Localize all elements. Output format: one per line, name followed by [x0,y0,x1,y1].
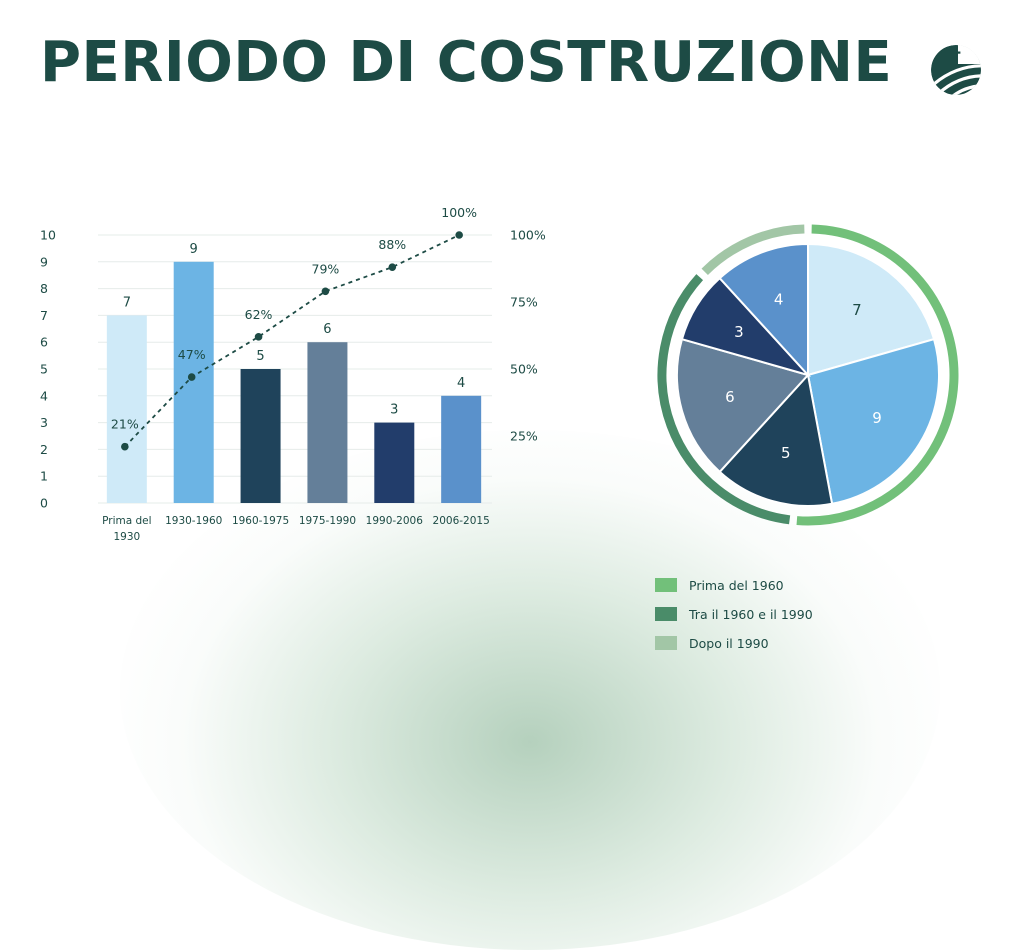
bar [307,342,348,503]
pie-label: 9 [872,409,882,427]
y-tick-label: 1 [40,469,48,484]
cumulative-labels: 21% 47% 62% 79% 88% 100% [111,205,477,432]
y-tick-label: 9 [40,254,48,269]
bar-value-label: 5 [256,349,264,364]
bar-value-label: 3 [390,403,398,418]
legend-swatch [655,636,677,650]
pie-label: 5 [781,444,791,462]
pie-slice [718,242,809,378]
right-axis-ticks: 25% 50% 75% 100% [510,228,546,444]
cumulative-label: 79% [312,261,340,276]
outer-ring-segment [657,274,791,525]
cumulative-label: 21% [111,417,139,432]
y2-tick-label: 75% [510,295,538,310]
bar [374,422,415,503]
pie-slice [676,337,810,474]
legend-label: Prima del 1960 [689,577,784,593]
bar-value-label: 4 [457,376,465,391]
bar [173,261,214,503]
bar [240,369,281,503]
legend-item: Dopo il 1990 [655,633,813,653]
pie-chart: 7 9 5 6 3 4 [657,224,959,526]
category-label: 1930 [113,531,140,543]
legend-label: Tra il 1960 e il 1990 [689,606,813,622]
y-tick-label: 3 [40,415,48,430]
category-label: 1960-1975 [232,515,289,527]
legend-swatch [655,607,677,621]
y-tick-label: 2 [40,442,48,457]
bar [441,395,482,503]
cumulative-point [388,263,397,271]
cumulative-line [121,231,463,451]
category-label: 1975-1990 [299,515,356,527]
pie-slice [807,242,936,377]
cumulative-label: 100% [441,205,477,220]
cumulative-point [455,231,463,239]
y-tick-label: 6 [40,335,48,350]
bar-value-label: 6 [323,322,331,337]
pie-label: 6 [725,388,735,406]
grid-lines [98,234,492,504]
bar-value-labels: 7 9 5 6 3 4 [123,242,466,418]
cumulative-point [121,442,129,451]
y2-tick-label: 25% [510,429,538,444]
y-tick-label: 4 [40,388,48,403]
pie-slices [676,242,940,507]
cumulative-label: 47% [178,347,206,362]
y-tick-label: 8 [40,281,48,296]
outer-ring [657,224,959,526]
cumulative-point [187,373,196,381]
y-tick-label: 5 [40,362,48,377]
legend-item: Prima del 1960 [655,575,813,595]
cross-hills-logo-icon [928,44,984,96]
cumulative-label: 88% [378,237,406,252]
cumulative-line-path [124,234,460,448]
bars [106,261,482,503]
y-tick-label: 7 [40,308,48,323]
pie-labels: 7 9 5 6 3 4 [725,290,882,462]
category-labels: Prima del 1930 1930-1960 1960-1975 1975-1990… [102,515,490,543]
legend-label: Dopo il 1990 [689,635,769,651]
y2-tick-label: 50% [510,362,538,377]
bar-value-label: 9 [190,242,198,257]
category-label: 1930-1960 [165,515,222,527]
category-label: Prima del [102,515,151,527]
bar-value-label: 7 [123,295,131,310]
category-label: 1990-2006 [366,515,424,527]
outer-ring-segment [701,224,805,275]
pie-label: 7 [852,301,862,319]
bar-line-chart: 0 1 2 3 4 5 6 7 8 9 10 25% 50% 75% 100% 7 9 5 6 3 4 Prima … [40,205,546,543]
page-title: PERIODO DI COSTRUZIONE [40,30,893,95]
cumulative-point [254,333,263,341]
y-tick-label: 10 [40,228,56,243]
y-tick-label: 0 [40,496,48,511]
cumulative-point [321,287,330,296]
cumulative-label: 62% [245,307,273,322]
legend-item: Tra il 1960 e il 1990 [655,604,813,624]
outer-ring-segment [796,224,959,526]
left-axis-ticks: 0 1 2 3 4 5 6 7 8 9 10 [40,228,56,511]
bar [106,315,147,503]
category-label: 2006-2015 [433,515,490,527]
pie-label: 3 [734,323,744,341]
pie-slice [806,337,940,505]
pie-legend: Prima del 1960 Tra il 1960 e il 1990 Dop… [655,575,813,662]
legend-swatch [655,578,677,592]
y2-tick-label: 100% [510,228,546,243]
pie-label: 4 [774,290,784,308]
pie-slice [718,372,834,507]
